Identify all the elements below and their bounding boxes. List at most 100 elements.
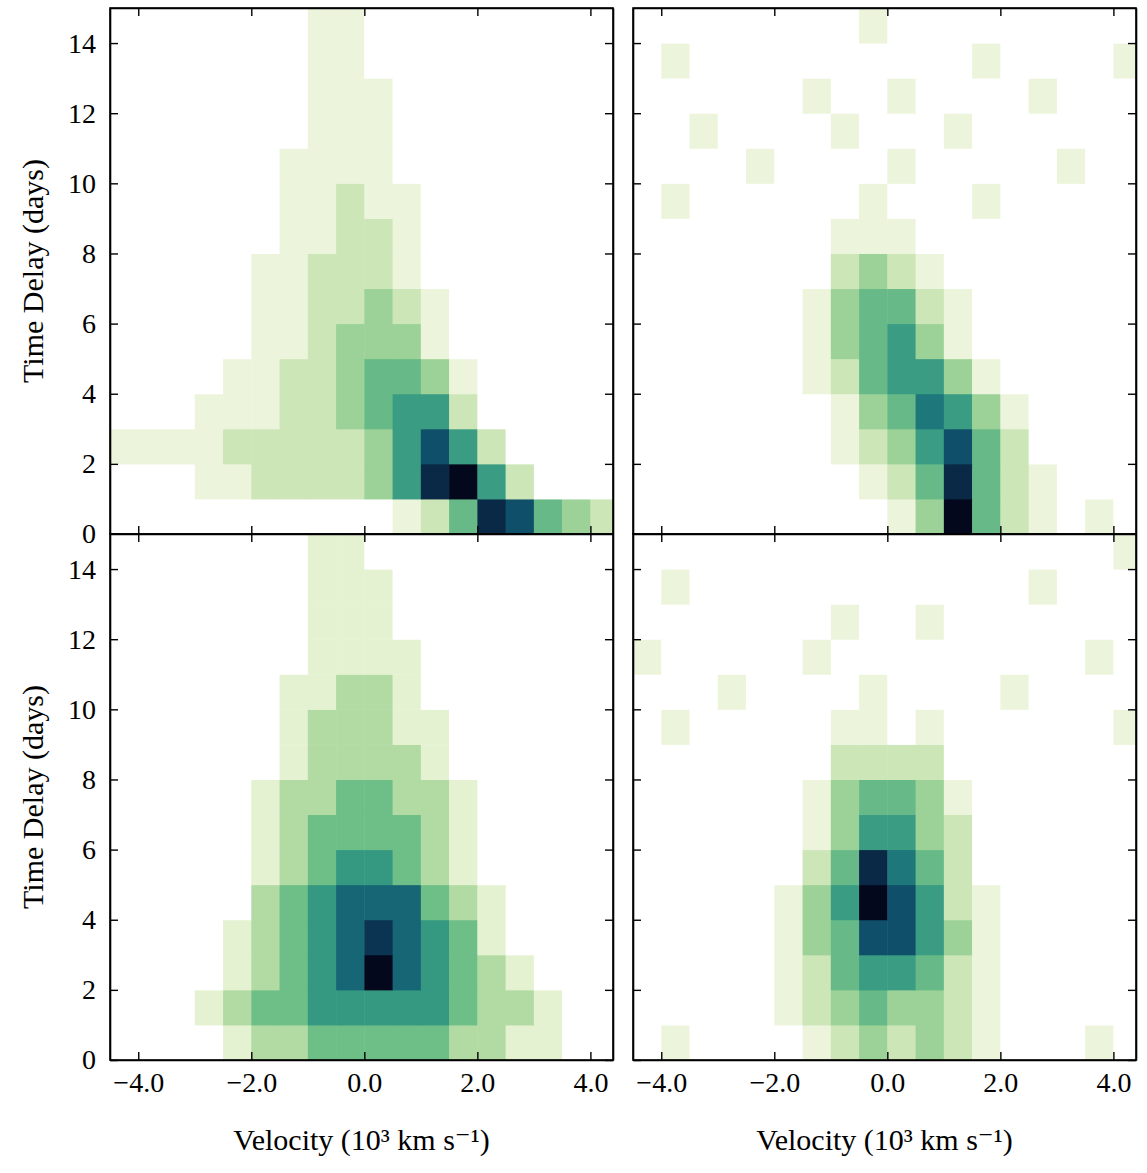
heatmap-cell bbox=[916, 183, 945, 219]
heatmap-cell bbox=[916, 464, 945, 500]
tick-label: 4.0 bbox=[1096, 1067, 1131, 1098]
heatmap-cell bbox=[393, 148, 422, 184]
heatmap-cell bbox=[1113, 885, 1136, 921]
tick: 4 bbox=[82, 378, 118, 409]
heatmap-cell bbox=[449, 779, 478, 815]
heatmap-cell bbox=[774, 499, 803, 534]
heatmap-cell bbox=[308, 990, 337, 1026]
heatmap-cell bbox=[167, 815, 196, 851]
heatmap-cell bbox=[534, 253, 563, 289]
heatmap-cell bbox=[167, 183, 196, 219]
heatmap-cell bbox=[167, 779, 196, 815]
heatmap-cell bbox=[1085, 289, 1114, 325]
heatmap-cell bbox=[831, 78, 860, 114]
heatmap-cell bbox=[195, 464, 224, 500]
heatmap-cell bbox=[590, 604, 613, 640]
heatmap-cell bbox=[944, 253, 973, 289]
heatmap-cell bbox=[859, 78, 888, 114]
heatmap-cell bbox=[887, 990, 916, 1026]
heatmap-cell bbox=[661, 639, 690, 675]
heatmap-cell bbox=[223, 920, 252, 956]
tick-mark bbox=[138, 534, 139, 542]
heatmap-cell bbox=[308, 604, 337, 640]
heatmap-cell bbox=[1113, 569, 1136, 605]
heatmap-cell bbox=[336, 639, 365, 675]
heatmap-cell bbox=[308, 885, 337, 921]
heatmap-cell bbox=[280, 569, 309, 605]
tick-mark bbox=[887, 8, 888, 16]
heatmap-cell bbox=[972, 429, 1001, 465]
heatmap-cell bbox=[110, 1025, 139, 1060]
heatmap-cell bbox=[718, 674, 747, 710]
tick: 2.0 bbox=[460, 1052, 495, 1098]
heatmap-cell bbox=[1029, 394, 1058, 430]
heatmap-cell bbox=[803, 499, 832, 534]
heatmap-cell bbox=[887, 709, 916, 745]
heatmap-cell bbox=[774, 113, 803, 149]
tick-mark bbox=[110, 183, 118, 184]
heatmap-cell bbox=[1000, 674, 1029, 710]
heatmap-cell bbox=[1113, 359, 1136, 395]
heatmap-cell bbox=[280, 359, 309, 395]
heatmap-cell bbox=[421, 394, 450, 430]
heatmap-cell bbox=[690, 394, 719, 430]
heatmap-cell bbox=[1113, 850, 1136, 886]
heatmap-cell bbox=[280, 604, 309, 640]
tick-mark bbox=[110, 464, 118, 465]
heatmap-cell bbox=[138, 1025, 167, 1060]
heatmap-cell bbox=[223, 1025, 252, 1060]
heatmap-cell bbox=[138, 639, 167, 675]
heatmap-cell bbox=[562, 499, 591, 534]
heatmap-cell bbox=[859, 674, 888, 710]
heatmap-cell bbox=[690, 955, 719, 991]
heatmap-cell bbox=[223, 850, 252, 886]
heatmap-cell bbox=[336, 183, 365, 219]
heatmap-cell bbox=[280, 8, 309, 44]
heatmap-cell bbox=[110, 604, 139, 640]
heatmap-cell bbox=[859, 394, 888, 430]
tick-mark bbox=[633, 323, 641, 324]
heatmap-cell bbox=[1057, 534, 1086, 570]
heatmap-cell bbox=[138, 850, 167, 886]
heatmap-cell bbox=[449, 289, 478, 325]
x-axis: −4.0−2.00.02.04.0 bbox=[634, 1052, 1137, 1098]
heatmap-cell bbox=[1000, 324, 1029, 360]
tick-mark bbox=[1128, 323, 1136, 324]
tick bbox=[1128, 920, 1136, 921]
heatmap-cell bbox=[1113, 815, 1136, 851]
heatmap-cell bbox=[1000, 499, 1029, 534]
tick bbox=[633, 253, 641, 254]
tick-mark bbox=[633, 43, 641, 44]
tick-mark bbox=[661, 526, 662, 534]
heatmap-cell bbox=[195, 955, 224, 991]
heatmap-cell bbox=[421, 289, 450, 325]
heatmap-cell bbox=[393, 569, 422, 605]
heatmap-cell bbox=[110, 850, 139, 886]
tick bbox=[633, 639, 641, 640]
heatmap-cell bbox=[167, 324, 196, 360]
heatmap-cell bbox=[1057, 8, 1086, 44]
heatmap-cell bbox=[477, 779, 506, 815]
heatmap-cell bbox=[944, 850, 973, 886]
heatmap-cell bbox=[590, 289, 613, 325]
heatmap-cell bbox=[534, 955, 563, 991]
heatmap-cell bbox=[421, 1025, 450, 1060]
heatmap-cell bbox=[972, 990, 1001, 1026]
heatmap-cell bbox=[690, 183, 719, 219]
tick-label: 12 bbox=[68, 98, 96, 129]
heatmap-cell bbox=[562, 885, 591, 921]
heatmap-cell bbox=[1000, 113, 1029, 149]
heatmap-cell bbox=[1000, 534, 1029, 570]
heatmap-cell bbox=[364, 464, 393, 500]
heatmap-cell bbox=[887, 1025, 916, 1060]
heatmap-cell bbox=[534, 779, 563, 815]
heatmap-cell bbox=[1057, 359, 1086, 395]
heatmap-cell bbox=[887, 604, 916, 640]
heatmap-cell bbox=[887, 674, 916, 710]
heatmap-cell bbox=[251, 464, 280, 500]
heatmap-cell bbox=[916, 43, 945, 79]
heatmap-cell bbox=[138, 955, 167, 991]
heatmap-cell bbox=[336, 394, 365, 430]
heatmap-cell bbox=[562, 920, 591, 956]
tick bbox=[1128, 394, 1136, 395]
